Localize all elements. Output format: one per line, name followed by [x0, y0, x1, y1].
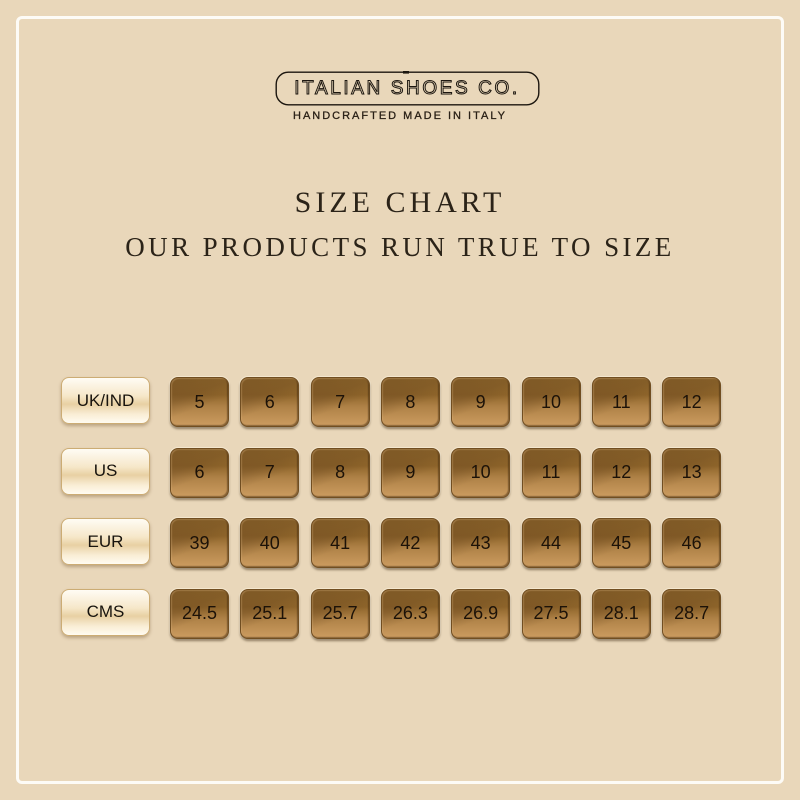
- svg-text:ITALIAN SHOES CO.: ITALIAN SHOES CO.: [294, 78, 519, 99]
